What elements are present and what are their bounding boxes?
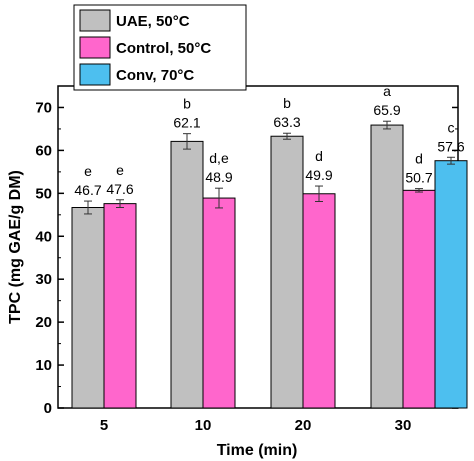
significance-letter: e xyxy=(116,162,124,178)
significance-letter: a xyxy=(383,83,391,99)
value-label: 63.3 xyxy=(273,114,300,130)
x-tick-label: 5 xyxy=(100,417,108,434)
y-tick-label: 50 xyxy=(35,185,52,202)
significance-letter: b xyxy=(283,95,291,111)
bars xyxy=(71,120,468,409)
x-tick-label: 10 xyxy=(195,417,212,434)
value-label: 48.9 xyxy=(205,169,232,185)
x-axis: 5 10 20 30 xyxy=(100,402,412,434)
bar xyxy=(103,203,137,409)
bar xyxy=(270,135,304,409)
value-label: 47.6 xyxy=(106,181,133,197)
x-axis-label: Time (min) xyxy=(217,442,298,459)
y-tick-label: 60 xyxy=(35,142,52,159)
y-tick-label: 0 xyxy=(44,400,52,417)
legend-label: Control, 50°C xyxy=(116,40,211,57)
legend: UAE, 50°C Control, 50°C Conv, 70°C xyxy=(73,4,247,91)
y-axis-label: TPC (mg GAE/g DM) xyxy=(7,170,24,324)
bar xyxy=(71,207,105,409)
value-label: 65.9 xyxy=(373,102,400,118)
value-label: 57.6 xyxy=(437,138,464,154)
significance-letter: e xyxy=(84,163,92,179)
significance-letter: b xyxy=(183,96,191,112)
x-tick-label: 20 xyxy=(295,417,312,434)
x-tick-label: 30 xyxy=(395,417,412,434)
y-tick-label: 40 xyxy=(35,228,52,245)
significance-letter: d,e xyxy=(209,150,229,166)
value-label: 50.7 xyxy=(405,170,432,186)
y-tick-label: 70 xyxy=(35,99,52,116)
y-tick-label: 30 xyxy=(35,271,52,288)
y-tick-label: 10 xyxy=(35,357,52,374)
value-label: 49.9 xyxy=(305,167,332,183)
significance-letter: d xyxy=(415,151,423,167)
y-tick-label: 20 xyxy=(35,314,52,331)
bar xyxy=(302,193,336,409)
bar xyxy=(202,197,236,409)
bar xyxy=(370,124,404,409)
data-labels: 46.7 e 47.6 e 62.1 b 48.9 d,e 63.3 b 49.9 d 65.9 a 50.… xyxy=(74,83,464,198)
bar xyxy=(402,189,436,409)
value-label: 46.7 xyxy=(74,182,101,198)
legend-label: UAE, 50°C xyxy=(116,13,190,30)
significance-letter: c xyxy=(448,119,455,135)
legend-swatch xyxy=(79,9,111,32)
legend-label: Conv, 70°C xyxy=(116,67,194,84)
bar xyxy=(434,160,468,409)
legend-swatch xyxy=(79,63,111,86)
bar xyxy=(170,140,204,409)
value-label: 62.1 xyxy=(173,115,200,131)
significance-letter: d xyxy=(315,148,323,164)
legend-swatch xyxy=(79,36,111,59)
